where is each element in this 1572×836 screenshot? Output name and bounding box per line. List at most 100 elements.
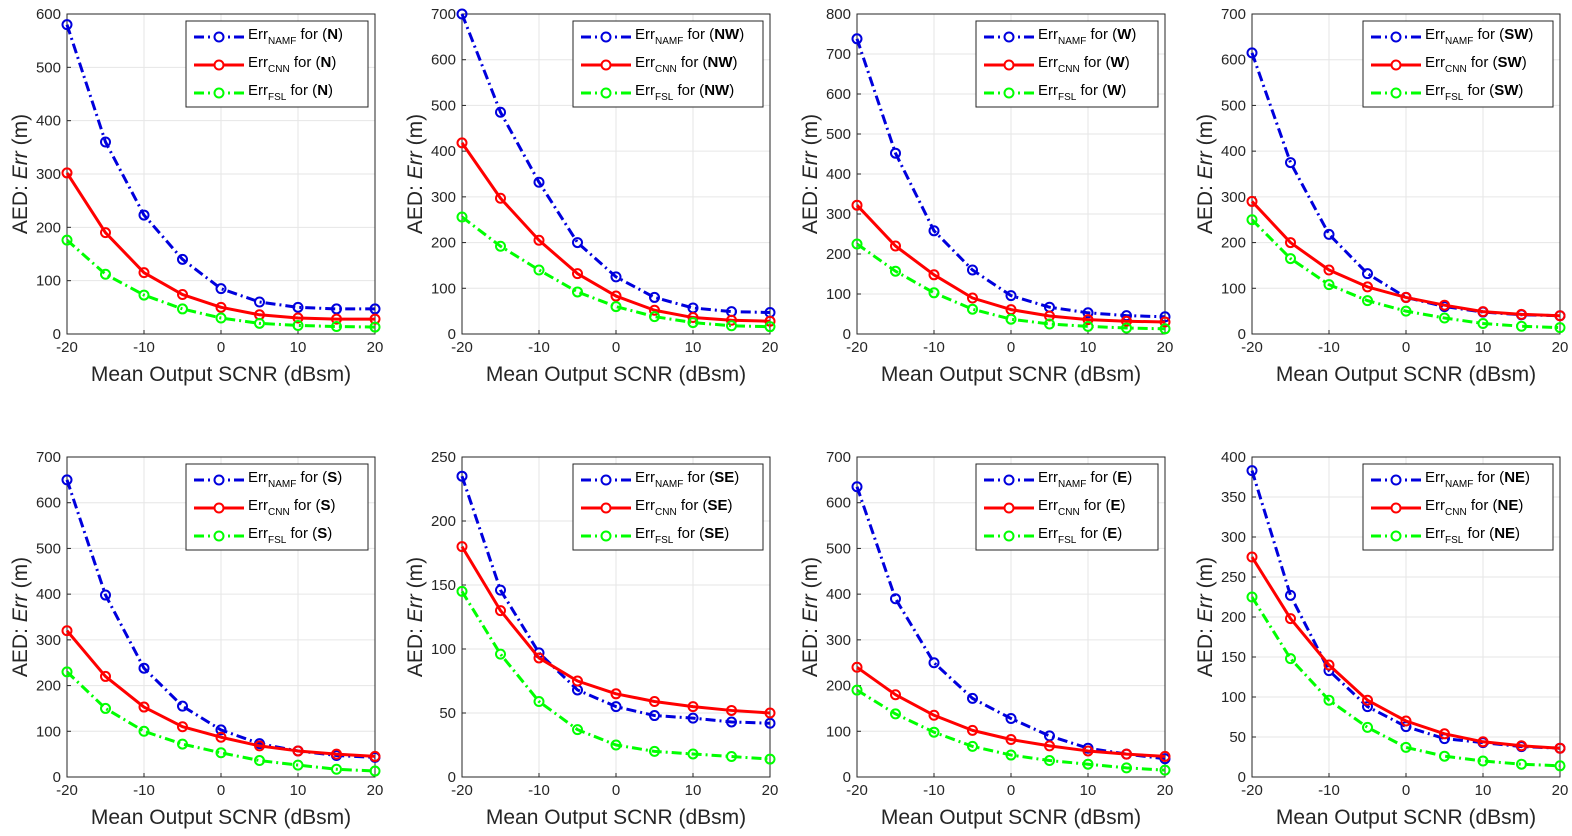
legend-entry-fsl: ErrFSL for (S) bbox=[248, 525, 332, 546]
y-tick-label: 600 bbox=[826, 86, 851, 103]
y-axis-label: AED: Err (m) bbox=[799, 557, 822, 677]
y-tick-label: 300 bbox=[826, 632, 851, 649]
data-point-fsl bbox=[1439, 750, 1450, 762]
series-line-fsl bbox=[461, 215, 771, 329]
data-point-cnn bbox=[851, 661, 863, 673]
legend-entry-cnn: ErrCNN for (NE) bbox=[1425, 497, 1523, 518]
data-point-namf bbox=[851, 481, 863, 493]
x-tick-label: 20 bbox=[1157, 782, 1174, 799]
legend-entry-namf: ErrNAMF for (E) bbox=[1038, 469, 1132, 490]
data-point-cnn bbox=[649, 304, 660, 316]
y-tick-label: 600 bbox=[36, 495, 61, 512]
legend-marker-fsl bbox=[1003, 87, 1015, 99]
data-point-fsl bbox=[1082, 320, 1094, 332]
y-tick-label: 400 bbox=[431, 143, 456, 160]
x-tick-label: 20 bbox=[762, 339, 779, 356]
legend-marker-cnn bbox=[600, 59, 612, 71]
data-point-namf bbox=[533, 176, 545, 188]
series-line-namf bbox=[855, 38, 1166, 319]
data-point-fsl bbox=[649, 311, 660, 323]
y-tick-label: 0 bbox=[843, 769, 851, 786]
data-point-cnn bbox=[1400, 715, 1412, 727]
data-point-namf bbox=[1362, 701, 1373, 713]
y-tick-label: 200 bbox=[1221, 235, 1246, 252]
data-point-cnn bbox=[1554, 742, 1566, 754]
data-point-cnn bbox=[1516, 740, 1527, 752]
data-point-namf bbox=[61, 19, 73, 31]
data-point-cnn bbox=[1477, 736, 1489, 748]
legend: ErrNAMF for (SE) ErrCNN for (SE) ErrFSL fo… bbox=[572, 463, 764, 551]
data-point-fsl bbox=[890, 708, 901, 720]
y-tick-label: 200 bbox=[431, 235, 456, 252]
data-point-namf bbox=[138, 662, 150, 674]
x-tick-label: 0 bbox=[217, 782, 225, 799]
legend-marker-fsl bbox=[213, 530, 225, 542]
legend-marker-namf bbox=[1003, 31, 1015, 43]
data-point-fsl bbox=[890, 265, 901, 277]
y-tick-label: 100 bbox=[431, 280, 456, 297]
y-tick-label: 300 bbox=[826, 206, 851, 223]
y-tick-label: 500 bbox=[36, 540, 61, 557]
data-point-cnn bbox=[1285, 613, 1296, 625]
x-tick-label: 10 bbox=[1080, 339, 1097, 356]
data-point-namf bbox=[890, 147, 901, 159]
data-point-fsl bbox=[851, 684, 863, 696]
x-tick-label: 20 bbox=[762, 782, 779, 799]
chart-panel-w: -20 -10 0 10 200100200300400500600700800Mean… bbox=[799, 6, 1173, 386]
data-point-cnn bbox=[533, 652, 545, 664]
data-point-fsl bbox=[1400, 741, 1412, 753]
data-point-fsl bbox=[331, 321, 342, 333]
data-point-cnn bbox=[726, 314, 737, 326]
series-line-cnn bbox=[855, 204, 1166, 324]
data-point-namf bbox=[100, 589, 111, 601]
data-point-namf bbox=[495, 106, 506, 118]
legend-marker-cnn bbox=[1390, 59, 1402, 71]
x-tick-label: 0 bbox=[1402, 782, 1410, 799]
x-tick-label: 0 bbox=[1402, 339, 1410, 356]
y-tick-label: 400 bbox=[1221, 449, 1246, 466]
data-point-fsl bbox=[1400, 305, 1412, 317]
data-point-cnn bbox=[1121, 748, 1132, 760]
y-tick-label: 200 bbox=[36, 678, 61, 695]
data-point-cnn bbox=[687, 312, 699, 324]
data-point-namf bbox=[331, 303, 342, 315]
y-tick-label: 300 bbox=[431, 189, 456, 206]
legend-entry-namf: ErrNAMF for (NE) bbox=[1425, 469, 1530, 490]
data-point-cnn bbox=[890, 240, 901, 252]
data-point-namf bbox=[138, 209, 150, 221]
x-tick-label: -20 bbox=[56, 339, 78, 356]
y-tick-label: 600 bbox=[36, 6, 61, 23]
data-point-fsl bbox=[1362, 295, 1373, 307]
y-tick-label: 500 bbox=[431, 97, 456, 114]
x-tick-label: -10 bbox=[923, 339, 945, 356]
data-point-namf bbox=[495, 584, 506, 596]
y-tick-label: 700 bbox=[826, 46, 851, 63]
y-tick-label: 700 bbox=[826, 449, 851, 466]
data-point-fsl bbox=[138, 289, 150, 301]
y-tick-label: 150 bbox=[431, 577, 456, 594]
x-tick-label: -10 bbox=[528, 782, 550, 799]
y-tick-label: 50 bbox=[1229, 729, 1246, 746]
data-point-cnn bbox=[1082, 314, 1094, 326]
x-tick-label: 0 bbox=[612, 782, 620, 799]
data-point-fsl bbox=[1323, 694, 1335, 706]
y-tick-label: 100 bbox=[36, 273, 61, 290]
data-point-cnn bbox=[533, 234, 545, 246]
data-point-namf bbox=[1044, 730, 1055, 742]
legend-entry-namf: ErrNAMF for (N) bbox=[248, 26, 343, 47]
data-point-namf bbox=[687, 712, 699, 724]
x-tick-label: -20 bbox=[1241, 782, 1263, 799]
data-point-fsl bbox=[1005, 749, 1017, 761]
x-tick-label: 10 bbox=[290, 339, 307, 356]
series-line-namf bbox=[460, 475, 771, 725]
data-point-fsl bbox=[331, 763, 342, 775]
data-point-fsl bbox=[495, 648, 506, 660]
legend-entry-fsl: ErrFSL for (N) bbox=[248, 82, 333, 103]
data-point-fsl bbox=[726, 320, 737, 332]
legend-marker-cnn bbox=[213, 502, 225, 514]
data-point-namf bbox=[1285, 157, 1296, 169]
data-point-cnn bbox=[1323, 659, 1335, 671]
x-tick-label: -10 bbox=[923, 782, 945, 799]
data-point-cnn bbox=[215, 731, 227, 743]
